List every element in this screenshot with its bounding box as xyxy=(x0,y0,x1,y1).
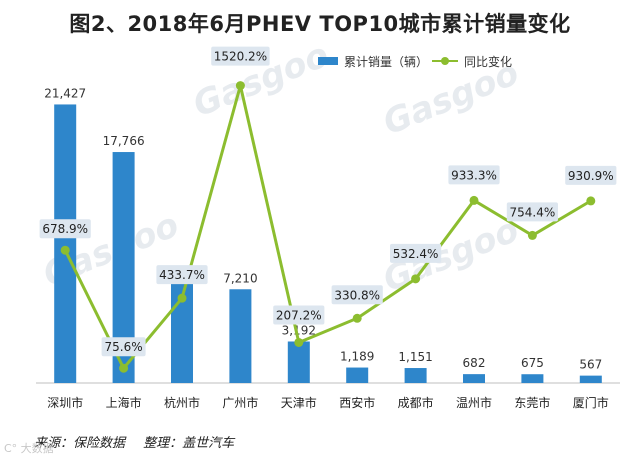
x-tick-label-4: 天津市 xyxy=(281,395,317,410)
legend-line-label: 同比变化 xyxy=(464,54,513,69)
yoy-point-3 xyxy=(235,81,245,91)
bar-9 xyxy=(579,375,602,383)
yoy-label-bg-8 xyxy=(506,202,558,222)
yoy-label-bg-5 xyxy=(331,285,383,305)
legend-line: 同比变化 xyxy=(432,52,512,70)
yoy-label-7: 933.3% xyxy=(451,168,497,182)
x-tick-label-2: 杭州市 xyxy=(164,395,200,410)
source-from: 来源：保险数据 xyxy=(34,436,126,451)
bar-value-label-1: 17,766 xyxy=(103,134,145,148)
x-tick-label-3: 广州市 xyxy=(222,395,258,410)
bar-value-label-9: 567 xyxy=(579,358,602,372)
bar-1 xyxy=(112,152,135,383)
bar-8 xyxy=(521,374,544,383)
yoy-point-0 xyxy=(60,245,70,255)
x-tick-label-1: 上海市 xyxy=(106,395,142,410)
corner-mark: C° 大数据 xyxy=(4,442,54,455)
yoy-label-bg-1 xyxy=(101,337,146,357)
bar-value-label-0: 21,427 xyxy=(44,86,86,100)
bar-value-label-3: 7,210 xyxy=(223,271,257,285)
bar-value-label-8: 675 xyxy=(521,356,544,370)
yoy-point-1 xyxy=(119,363,129,373)
bar-7 xyxy=(463,374,485,383)
yoy-label-0: 678.9% xyxy=(42,222,88,236)
bar-4 xyxy=(287,341,310,383)
yoy-point-9 xyxy=(586,196,596,206)
bar-2 xyxy=(171,283,193,383)
bar-5 xyxy=(346,367,369,383)
x-tick-label-7: 温州市 xyxy=(456,395,492,410)
yoy-label-bg-9 xyxy=(565,165,617,185)
yoy-point-7 xyxy=(469,195,479,205)
x-tick-label-9: 厦门市 xyxy=(573,395,609,410)
bar-value-label-4: 3,192 xyxy=(282,324,316,338)
source-note: 来源：保险数据 整理：盖世汽车 xyxy=(34,432,248,451)
x-tick-label-8: 东莞市 xyxy=(514,395,550,410)
legend-line-swatch xyxy=(432,56,458,66)
yoy-label-bg-0 xyxy=(39,219,91,239)
yoy-label-6: 532.4% xyxy=(393,247,439,261)
x-tick-label-6: 成都市 xyxy=(398,395,434,410)
yoy-label-2: 433.7% xyxy=(159,268,205,282)
yoy-point-8 xyxy=(527,230,537,240)
bar-value-label-5: 1,189 xyxy=(340,350,374,364)
bar-value-label-6: 1,151 xyxy=(398,350,432,364)
yoy-label-5: 330.8% xyxy=(334,288,380,302)
yoy-point-6 xyxy=(411,274,421,284)
bar-0 xyxy=(54,104,77,383)
bar-value-label-7: 682 xyxy=(463,356,486,370)
yoy-label-bg-7 xyxy=(448,165,500,185)
yoy-label-bg-2 xyxy=(156,265,208,285)
yoy-point-4 xyxy=(294,337,304,347)
yoy-label-bg-4 xyxy=(273,305,325,325)
yoy-label-bg-3 xyxy=(211,46,270,66)
yoy-label-bg-6 xyxy=(390,243,442,263)
yoy-label-4: 207.2% xyxy=(276,308,322,322)
x-tick-label-0: 深圳市 xyxy=(47,395,83,410)
chart-title: 图2、2018年6月PHEV TOP10城市累计销量变化 xyxy=(69,12,571,36)
yoy-label-9: 930.9% xyxy=(568,169,614,183)
source-by: 整理：盖世汽车 xyxy=(143,436,235,451)
legend-bar-swatch xyxy=(318,57,338,65)
yoy-line xyxy=(63,84,592,370)
yoy-label-8: 754.4% xyxy=(510,205,556,219)
x-tick-label-5: 西安市 xyxy=(339,395,375,410)
bar-6 xyxy=(404,368,427,383)
bar-3 xyxy=(229,289,252,383)
legend-bar: 累计销量（辆） xyxy=(318,52,428,70)
yoy-point-5 xyxy=(352,313,362,323)
yoy-point-2 xyxy=(177,293,187,303)
yoy-label-1: 75.6% xyxy=(105,340,143,354)
legend-bar-label: 累计销量（辆） xyxy=(344,54,429,69)
yoy-label-3: 1520.2% xyxy=(214,50,267,64)
